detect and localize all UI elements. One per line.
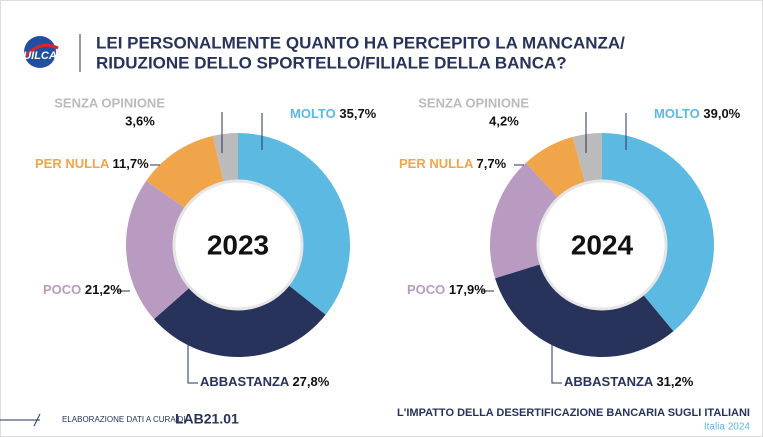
category-label: POCO [407, 282, 445, 297]
title-line: LEI PERSONALMENTE QUANTO HA PERCEPITO LA… [96, 33, 625, 52]
donut-hole [536, 179, 668, 311]
category-label: POCO [43, 282, 81, 297]
donut-slice [602, 133, 714, 332]
donut-slice [490, 162, 562, 279]
slice-label: PER NULLA 7,7% [399, 156, 507, 171]
slice-label: POCO 17,9% [407, 282, 486, 297]
value-label: 3,6% [125, 113, 155, 128]
category-label: MOLTO [290, 106, 336, 121]
slice-label: PER NULLA 11,7% [35, 156, 149, 171]
logo: UILCA [23, 36, 59, 68]
value-label: 21,2% [85, 282, 122, 297]
category-label: ABBASTANZA [564, 374, 654, 389]
value-label: 35,7% [339, 106, 376, 121]
footer-slash [33, 413, 41, 427]
slice-label: POCO 21,2% [43, 282, 122, 297]
footer-place: Italia 2024 [704, 422, 751, 433]
slice-label: ABBASTANZA 31,2% [564, 374, 694, 389]
donut-slice [126, 180, 193, 320]
value-label: 27,8% [292, 374, 329, 389]
logo-swoosh [24, 43, 59, 58]
logo-text: UILCA [23, 50, 57, 62]
footer-subject: L'IMPATTO DELLA DESERTIFICAZIONE BANCARI… [397, 407, 750, 419]
donut-slice [525, 136, 587, 202]
value-label: 39,0% [703, 106, 740, 121]
donut-slice [212, 133, 238, 187]
category-label: PER NULLA [35, 156, 110, 171]
center-label: 2023 [207, 229, 269, 260]
value-label: 17,9% [449, 282, 486, 297]
title-line: RIDUZIONE DELLO SPORTELLO/FILIALE DELLA … [96, 53, 567, 72]
category-label: SENZA OPINIONE [418, 95, 529, 110]
value-label: 4,2% [489, 113, 519, 128]
category-label: ABBASTANZA [200, 374, 290, 389]
value-label: 11,7% [113, 156, 150, 171]
category-label: MOLTO [654, 106, 700, 121]
slice-label: MOLTO 39,0% [654, 106, 741, 121]
category-label: PER NULLA [399, 156, 474, 171]
footer-lab: LAB21.01 [175, 411, 239, 427]
slice-label: MOLTO 35,7% [290, 106, 377, 121]
category-label: SENZA OPINIONE [54, 95, 165, 110]
donut-slice [572, 133, 602, 188]
leader-line [551, 341, 562, 384]
slice-label: ABBASTANZA 27,8% [200, 374, 330, 389]
value-label: 31,2% [656, 374, 693, 389]
footer-credit: ELABORAZIONE DATI A CURA DI [62, 415, 185, 424]
donut-slice [495, 262, 674, 357]
leader-line [187, 341, 198, 384]
donut-hole [172, 179, 304, 311]
center-label: 2024 [571, 229, 634, 260]
donut-slice [153, 282, 326, 357]
value-label: 7,7% [477, 156, 507, 171]
donut-slice [238, 133, 350, 315]
